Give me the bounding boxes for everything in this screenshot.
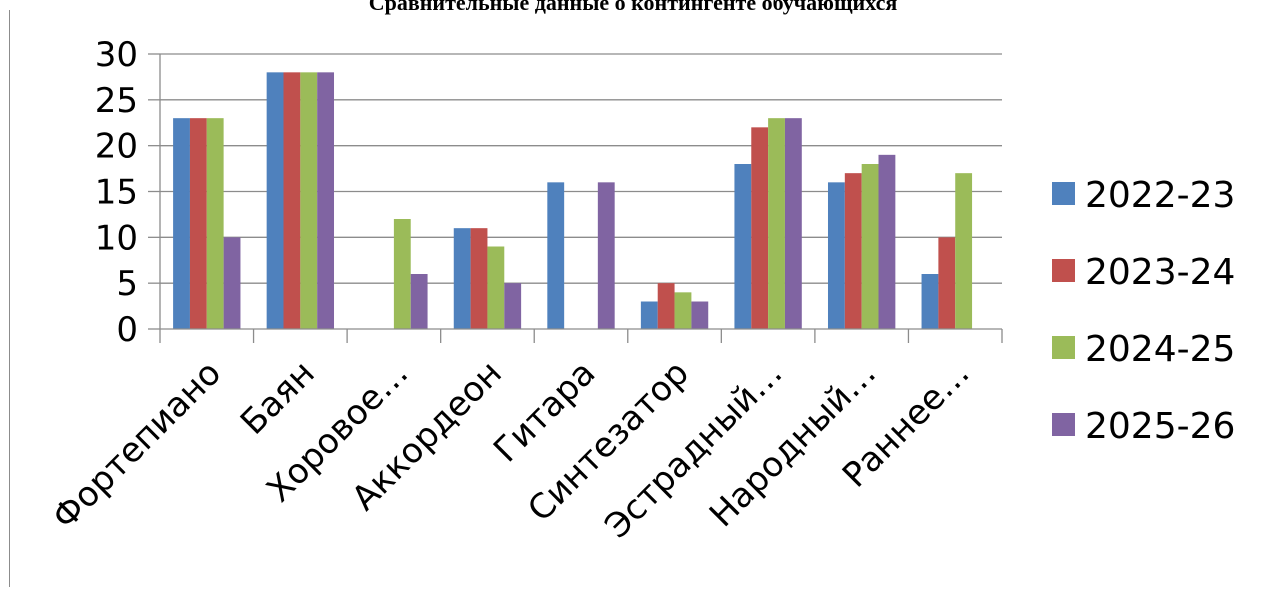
bar: [784, 118, 802, 330]
bar: [844, 173, 862, 329]
bar: [921, 274, 939, 329]
bar: [317, 72, 335, 329]
legend-label: 2025-26: [1085, 406, 1235, 447]
bar: [938, 237, 956, 329]
bar: [266, 72, 284, 329]
legend-swatch: [1052, 259, 1075, 282]
bar: [453, 228, 471, 329]
bar: [173, 118, 190, 330]
bar: [487, 246, 505, 329]
x-tick-label: Народный…: [702, 353, 884, 535]
y-tick-label: 0: [116, 310, 138, 350]
bar: [223, 237, 241, 329]
bars: [173, 72, 973, 330]
legend-label: 2023-24: [1085, 252, 1235, 293]
x-tick-label: Фортепиано: [45, 353, 229, 537]
bar: [691, 301, 709, 329]
bar: [640, 301, 658, 329]
bar: [751, 127, 769, 329]
bar: [393, 219, 411, 329]
bar: [300, 72, 318, 329]
y-tick-label: 15: [95, 173, 138, 213]
legend-swatch: [1052, 336, 1075, 359]
chart-title: Сравнительные данные о контингенте обуча…: [368, 0, 898, 15]
bar: [861, 164, 879, 329]
legend-label: 2022-23: [1085, 175, 1235, 216]
bar: [827, 182, 845, 329]
bar: [206, 118, 224, 330]
bar: [283, 72, 301, 329]
x-tick-label: Синтезатор: [520, 353, 697, 530]
bar: [734, 164, 752, 329]
bar: [878, 154, 896, 329]
y-tick-label: 30: [95, 35, 138, 75]
bar: [768, 118, 785, 330]
legend-swatch: [1052, 413, 1075, 436]
bar: [504, 283, 522, 329]
chart-frame: [9, 10, 1265, 587]
legend: 2022-23 2023-24 2024-25 2025-26: [1052, 175, 1235, 447]
y-tick-label: 25: [95, 81, 138, 121]
x-tick-label: Баян: [233, 353, 323, 443]
bar: [597, 182, 615, 329]
bar: [547, 182, 565, 329]
y-tick-label: 20: [95, 127, 138, 167]
bar: [674, 292, 692, 329]
bar: [189, 118, 207, 330]
y-tick-label: 10: [95, 218, 138, 258]
bar: [470, 228, 488, 329]
bar: [410, 274, 428, 329]
bar: [955, 173, 973, 329]
bar: [657, 283, 675, 329]
legend-label: 2024-25: [1085, 329, 1235, 370]
y-tick-label: 5: [116, 264, 138, 304]
legend-swatch: [1052, 182, 1075, 205]
